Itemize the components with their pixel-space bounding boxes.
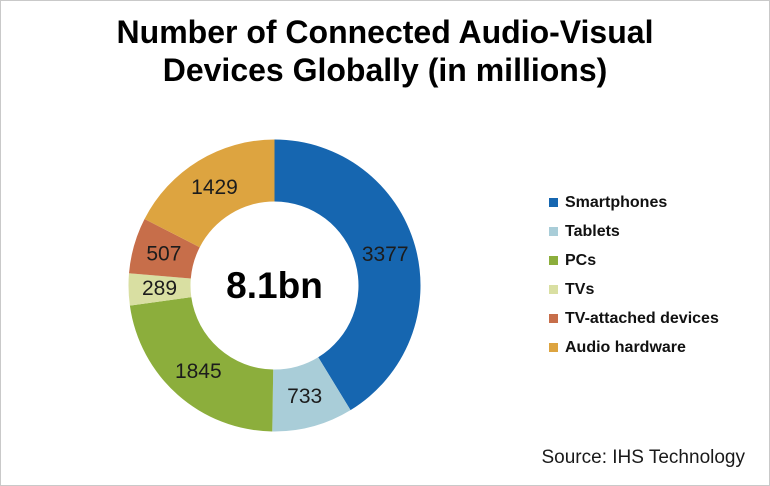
chart-title: Number of Connected Audio-Visual Devices… [116,14,654,88]
slice-tablets [272,357,351,432]
donut-svg: 3377 733 1845 289 507 1429 [128,139,421,432]
legend-item-smartphones: Smartphones [549,193,719,212]
legend-label: TVs [565,280,595,298]
slice-value-label-audio-hardware: 1429 [191,176,238,199]
slice-smartphones [274,139,421,411]
slice-tvs [128,273,192,306]
legend-label: Smartphones [565,193,668,211]
slice-audio-hardware [144,139,275,248]
legend-label: PCs [565,251,597,269]
legend-item-tvs: TVs [549,280,719,299]
slice-pcs [129,297,274,432]
slice-value-label-tablets: 733 [287,385,322,408]
donut-chart: 3377 733 1845 289 507 1429 8.1bn [128,139,421,432]
legend-item-pcs: PCs [549,251,719,270]
legend: Smartphones Tablets PCs TVs TV-attached devi… [549,193,719,357]
legend-swatch-icon [549,285,558,294]
legend-swatch-icon [549,227,558,236]
source-note: Source: IHS Technology [541,447,746,468]
slice-value-label-smartphones: 3377 [362,243,409,266]
legend-item-tv-attached-devices: TV-attached devices [549,309,719,328]
legend-label: TV-attached devices [565,309,719,327]
legend-swatch-icon [549,256,558,265]
legend-label: Audio hardware [565,338,686,356]
legend-swatch-icon [549,343,558,352]
slice-value-label-tv-attached-devices: 507 [146,242,181,265]
legend-swatch-icon [549,198,558,207]
slice-tv-attached-devices [129,218,200,279]
legend-item-tablets: Tablets [549,222,719,241]
legend-swatch-icon [549,314,558,323]
legend-label: Tablets [565,222,620,240]
legend-item-audio-hardware: Audio hardware [549,338,719,357]
slice-value-label-tvs: 289 [142,277,177,300]
slice-value-label-pcs: 1845 [175,360,222,383]
